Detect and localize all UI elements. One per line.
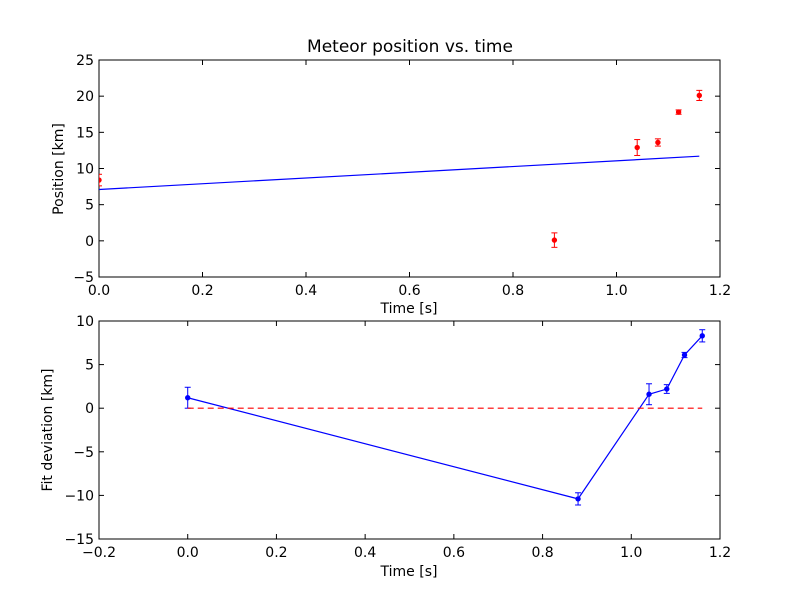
top-x-tick-label: 0.6 <box>398 283 420 299</box>
top-y-tick-label: 10 <box>76 162 94 178</box>
top-x-tick-label: 0.2 <box>191 283 213 299</box>
bottom-x-axis-label: Time [s] <box>380 564 438 580</box>
bottom-deviation-line <box>187 335 703 500</box>
bottom-x-tick-label: 1.2 <box>709 545 731 561</box>
top-x-tick-label: 0.0 <box>88 283 110 299</box>
bottom-data-point <box>185 395 191 401</box>
top-y-tick-label: −5 <box>73 270 94 286</box>
top-y-tick-label: 20 <box>76 89 94 105</box>
bottom-axes-frame <box>98 320 721 540</box>
bottom-y-tick-label: 0 <box>85 401 94 417</box>
bottom-y-tick-label: 10 <box>76 314 94 330</box>
bottom-y-axis-label: Fit deviation [km] <box>40 368 56 491</box>
top-x-tick-label: 0.4 <box>295 283 317 299</box>
top-y-tick-label: 15 <box>76 125 94 141</box>
bottom-x-tick-label: 1.0 <box>620 545 642 561</box>
top-data-area <box>99 89 703 248</box>
top-fit-line <box>99 155 700 191</box>
bottom-y-tick-label: 5 <box>85 358 94 374</box>
top-x-tick-label: 1.2 <box>709 283 731 299</box>
top-data-point <box>655 139 661 146</box>
top-x-tick-label: 0.8 <box>502 283 524 299</box>
bottom-x-tick-label: 0.2 <box>265 545 287 561</box>
top-y-tick-label: 0 <box>85 234 94 250</box>
bottom-data-point <box>646 391 652 397</box>
bottom-data-point <box>699 333 705 339</box>
bottom-data-area <box>184 329 706 506</box>
bottom-x-tick-label: −0.2 <box>82 545 116 561</box>
top-data-point <box>675 109 682 115</box>
top-x-tick-label: 1.0 <box>605 283 627 299</box>
top-y-tick-label: 25 <box>76 53 94 69</box>
bottom-y-tick-label: −5 <box>73 445 94 461</box>
top-axes-frame <box>98 59 721 278</box>
bottom-x-tick-label: 0.4 <box>354 545 376 561</box>
deviation-plot: −0.2 0.0 0.2 0.4 0.6 0.8 1.0 1.2 −15 −10 −5 0 5 10 <box>64 314 731 561</box>
bottom-y-tick-label: −15 <box>64 532 94 548</box>
bottom-x-tick-label: 0.6 <box>443 545 465 561</box>
chart-title: Meteor position vs. time <box>307 37 513 57</box>
top-y-tick-label: 5 <box>85 198 94 214</box>
top-data-point <box>99 177 102 183</box>
top-data-point <box>634 144 640 151</box>
top-data-point <box>696 92 702 99</box>
position-plot: 0.0 0.2 0.4 0.6 0.8 1.0 1.2 −5 0 5 10 15 20 25 <box>73 53 731 299</box>
bottom-data-point <box>575 496 581 502</box>
top-data-point <box>551 237 558 243</box>
bottom-data-point <box>664 386 670 392</box>
bottom-x-tick-label: 0.0 <box>177 545 199 561</box>
top-y-axis-label: Position [km] <box>51 123 67 215</box>
bottom-x-tick-label: 0.8 <box>531 545 553 561</box>
top-x-axis-label: Time [s] <box>380 301 438 317</box>
bottom-y-tick-label: −10 <box>64 488 94 504</box>
bottom-data-point <box>681 352 688 358</box>
